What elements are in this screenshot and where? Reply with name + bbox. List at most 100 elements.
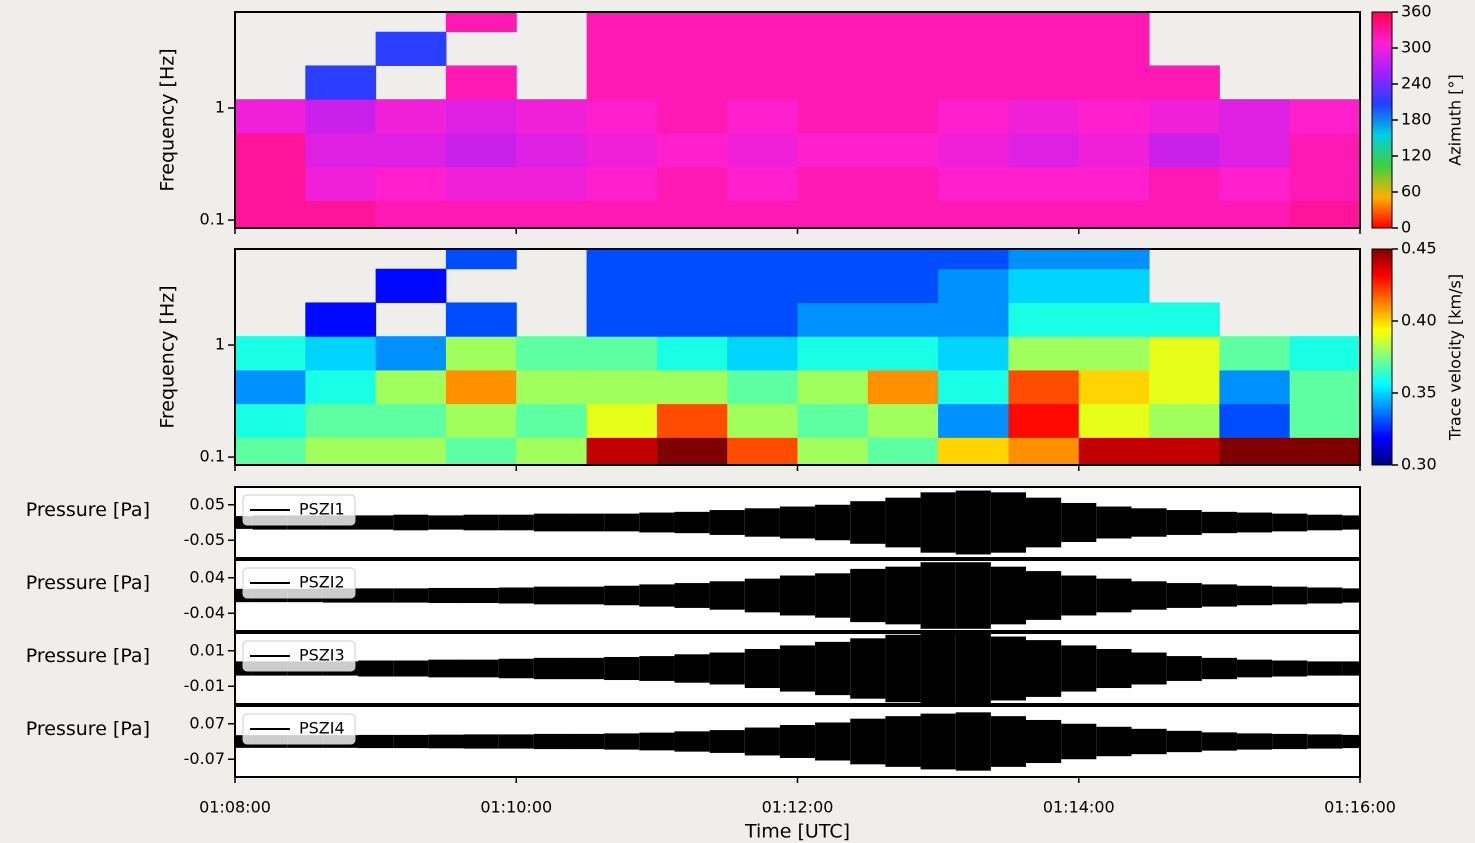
trace-envelope bbox=[1096, 579, 1131, 613]
heat-cell bbox=[305, 65, 376, 99]
heat-cell bbox=[235, 336, 306, 370]
trace-envelope bbox=[1096, 727, 1131, 756]
heat-cell bbox=[1079, 65, 1150, 99]
trace-envelope bbox=[1272, 587, 1307, 605]
heat-cell bbox=[1008, 12, 1079, 32]
heat-cell bbox=[1149, 370, 1220, 404]
heat-cell bbox=[798, 249, 869, 269]
heat-cell bbox=[798, 167, 869, 201]
trace-envelope bbox=[815, 722, 850, 760]
heat-cell bbox=[1219, 336, 1290, 370]
trace-envelope bbox=[850, 638, 885, 698]
legend-label: PSZI3 bbox=[299, 646, 345, 665]
trace-envelope bbox=[1096, 649, 1131, 688]
heat-cell bbox=[1219, 99, 1290, 133]
heat-cell bbox=[235, 133, 306, 167]
trace-envelope bbox=[991, 716, 1026, 767]
heat-cell bbox=[868, 269, 939, 303]
y-tick-label: 0.05 bbox=[189, 494, 225, 513]
heat-cell bbox=[1008, 302, 1079, 336]
heat-cell bbox=[1149, 65, 1220, 99]
heat-cell bbox=[727, 12, 798, 32]
heat-cell bbox=[938, 12, 1009, 32]
heat-cell bbox=[376, 437, 447, 465]
trace-envelope bbox=[604, 586, 639, 606]
legend-label: PSZI4 bbox=[299, 719, 345, 738]
heat-cell bbox=[305, 302, 376, 336]
trace-envelope bbox=[1061, 576, 1096, 616]
trace-envelope bbox=[499, 734, 534, 748]
heat-cell bbox=[727, 65, 798, 99]
trace-envelope bbox=[956, 562, 991, 629]
heat-cell bbox=[657, 200, 728, 228]
heat-cell bbox=[446, 167, 517, 201]
heat-cell bbox=[657, 32, 728, 66]
heat-cell bbox=[305, 404, 376, 438]
heat-cell bbox=[1290, 336, 1361, 370]
trace-envelope bbox=[1026, 571, 1061, 620]
heat-cell bbox=[1079, 200, 1150, 228]
x-tick-label: 01:14:00 bbox=[1043, 798, 1115, 817]
y-tick-label: 0.1 bbox=[200, 447, 225, 466]
trace-envelope bbox=[991, 567, 1026, 625]
trace-envelope bbox=[393, 515, 428, 531]
trace-envelope bbox=[393, 661, 428, 677]
heat-cell bbox=[1008, 133, 1079, 167]
heat-cell bbox=[1219, 200, 1290, 228]
heat-cell bbox=[868, 99, 939, 133]
trace-envelope bbox=[850, 569, 885, 622]
trace-envelope bbox=[464, 660, 499, 678]
y-axis-label: Frequency [Hz] bbox=[157, 48, 179, 191]
heat-cell bbox=[305, 167, 376, 201]
heat-cell bbox=[1008, 336, 1079, 370]
heat-cell bbox=[587, 370, 658, 404]
heat-cell bbox=[657, 133, 728, 167]
heat-cell bbox=[657, 249, 728, 269]
heat-cell bbox=[1149, 404, 1220, 438]
heat-cell bbox=[1079, 302, 1150, 336]
trace-envelope bbox=[710, 730, 745, 753]
trace-envelope bbox=[1237, 586, 1272, 606]
trace-envelope bbox=[674, 583, 709, 608]
trace-envelope bbox=[534, 587, 569, 605]
trace-envelope bbox=[569, 587, 604, 605]
heat-cell bbox=[376, 200, 447, 228]
trace-envelope bbox=[780, 645, 815, 691]
heat-cell bbox=[657, 65, 728, 99]
x-tick-label: 01:16:00 bbox=[1324, 798, 1396, 817]
heat-cell bbox=[376, 370, 447, 404]
trace-envelope bbox=[1026, 720, 1061, 763]
heat-cell bbox=[516, 437, 587, 465]
trace-envelope bbox=[885, 498, 920, 548]
heat-cell bbox=[446, 99, 517, 133]
heat-cell bbox=[376, 133, 447, 167]
heat-cell bbox=[516, 133, 587, 167]
heat-cell bbox=[868, 200, 939, 228]
heat-cell bbox=[938, 65, 1009, 99]
colorbar-tick-label: 0.30 bbox=[1401, 455, 1437, 474]
heat-cell bbox=[587, 167, 658, 201]
heat-cell bbox=[235, 200, 306, 228]
trace-envelope bbox=[1061, 724, 1096, 760]
colorbar-tick-label: 60 bbox=[1401, 182, 1421, 201]
trace-envelope bbox=[1237, 660, 1272, 678]
heat-cell bbox=[305, 200, 376, 228]
heat-cell bbox=[516, 370, 587, 404]
heat-cell bbox=[938, 200, 1009, 228]
trace-envelope bbox=[639, 584, 674, 606]
heat-cell bbox=[376, 404, 447, 438]
heat-cell bbox=[938, 32, 1009, 66]
heat-cell bbox=[1219, 437, 1290, 465]
trace-envelope bbox=[1307, 515, 1342, 531]
heat-cell bbox=[727, 200, 798, 228]
page: 0.11Frequency [Hz]060120180240300360Azim… bbox=[0, 0, 1475, 843]
heat-cell bbox=[1290, 370, 1361, 404]
heatmap bbox=[235, 12, 1361, 229]
heat-cell bbox=[446, 65, 517, 99]
heat-cell bbox=[587, 200, 658, 228]
trace-envelope bbox=[604, 733, 639, 749]
y-axis-label: Pressure [Pa] bbox=[26, 718, 150, 740]
trace-envelope bbox=[1307, 588, 1342, 604]
heat-cell bbox=[446, 249, 517, 269]
y-tick-label: -0.01 bbox=[184, 676, 225, 695]
